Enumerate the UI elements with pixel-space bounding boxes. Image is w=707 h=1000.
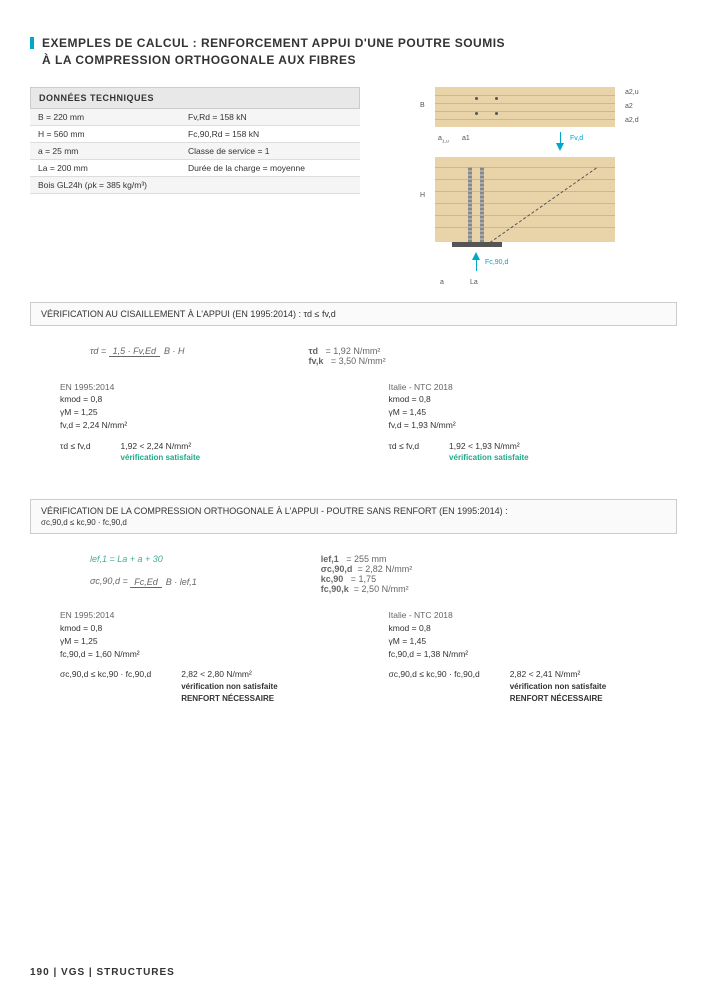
label-a2u: a2,u: [625, 89, 639, 96]
label-La: La: [470, 279, 478, 286]
title-marker: [30, 37, 34, 49]
data-row: B = 220 mm Fv,Rd = 158 kN: [30, 109, 360, 126]
data-row: a = 25 mm Classe de service = 1: [30, 143, 360, 160]
label-a1: a1: [462, 135, 470, 142]
data-row: La = 200 mm Durée de la charge = moyenne: [30, 160, 360, 177]
cell: Classe de service = 1: [188, 146, 352, 156]
data-table: DONNÉES TECHNIQUES B = 220 mm Fv,Rd = 15…: [30, 87, 360, 287]
section2-verifications: EN 1995:2014 kmod = 0,8 γM = 1,25 fc,90,…: [60, 609, 677, 705]
label-a2d: a2,d: [625, 117, 639, 124]
cell: Fv,Rd = 158 kN: [188, 112, 352, 122]
cell: H = 560 mm: [38, 129, 188, 139]
cell: La = 200 mm: [38, 163, 188, 173]
verif-left: EN 1995:2014 kmod = 0,8 γM = 1,25 fc,90,…: [60, 609, 349, 705]
title-text: EXEMPLES DE CALCUL : RENFORCEMENT APPUI …: [42, 35, 505, 69]
page-footer: 190 | VGS | STRUCTURES: [30, 967, 175, 978]
title-line2: À LA COMPRESSION ORTHOGONALE AUX FIBRES: [42, 53, 356, 67]
formula-results: lef,1 = 255 mm σc,90,d = 2,82 N/mm² kc,9…: [321, 554, 412, 594]
verif-left: EN 1995:2014 kmod = 0,8 γM = 1,25 fv,d =…: [60, 381, 349, 465]
section1-verifications: EN 1995:2014 kmod = 0,8 γM = 1,25 fv,d =…: [60, 381, 677, 465]
page-title: EXEMPLES DE CALCUL : RENFORCEMENT APPUI …: [30, 35, 677, 69]
label-a1u: a1,u: [438, 135, 449, 144]
section2-formulas: lef,1 = La + a + 30 σc,90,d = Fc,EdB · l…: [90, 554, 677, 594]
section1-title: VÉRIFICATION AU CISAILLEMENT À L'APPUI (…: [41, 309, 336, 319]
data-header: DONNÉES TECHNIQUES: [30, 87, 360, 109]
label-a: a: [440, 279, 444, 286]
beam-diagram: B a2,u a2 a2,d a1,u a1 Fv,d H Fc,90,d a …: [380, 87, 660, 287]
label-a2: a2: [625, 103, 633, 110]
formulas-left: lef,1 = La + a + 30 σc,90,d = Fc,EdB · l…: [90, 554, 201, 594]
verif-right: Italie - NTC 2018 kmod = 0,8 γM = 1,45 f…: [389, 609, 678, 705]
label-Fc90d: Fc,90,d: [485, 259, 508, 266]
data-row: Bois GL24h (ρk = 385 kg/m³): [30, 177, 360, 194]
verif-right: Italie - NTC 2018 kmod = 0,8 γM = 1,45 f…: [389, 381, 678, 465]
label-Fvd: Fv,d: [570, 135, 583, 142]
label-H: H: [420, 192, 425, 199]
cell: Fc,90,Rd = 158 kN: [188, 129, 352, 139]
data-section: DONNÉES TECHNIQUES B = 220 mm Fv,Rd = 15…: [30, 87, 677, 287]
data-row: H = 560 mm Fc,90,Rd = 158 kN: [30, 126, 360, 143]
section2-header: VÉRIFICATION DE LA COMPRESSION ORTHOGONA…: [30, 499, 677, 534]
label-B: B: [420, 102, 425, 109]
cell: a = 25 mm: [38, 146, 188, 156]
title-line1: EXEMPLES DE CALCUL : RENFORCEMENT APPUI …: [42, 36, 505, 50]
section1-formulas: τd = 1,5 · Fv,EdB · H τd = 1,92 N/mm² fv…: [90, 346, 677, 366]
formula-results: τd = 1,92 N/mm² fv,k = 3,50 N/mm²: [309, 346, 386, 366]
cell: Bois GL24h (ρk = 385 kg/m³): [38, 180, 352, 190]
cell: B = 220 mm: [38, 112, 188, 122]
section1-header: VÉRIFICATION AU CISAILLEMENT À L'APPUI (…: [30, 302, 677, 326]
cell: Durée de la charge = moyenne: [188, 163, 352, 173]
formula-tau: τd = 1,5 · Fv,EdB · H: [90, 346, 189, 366]
